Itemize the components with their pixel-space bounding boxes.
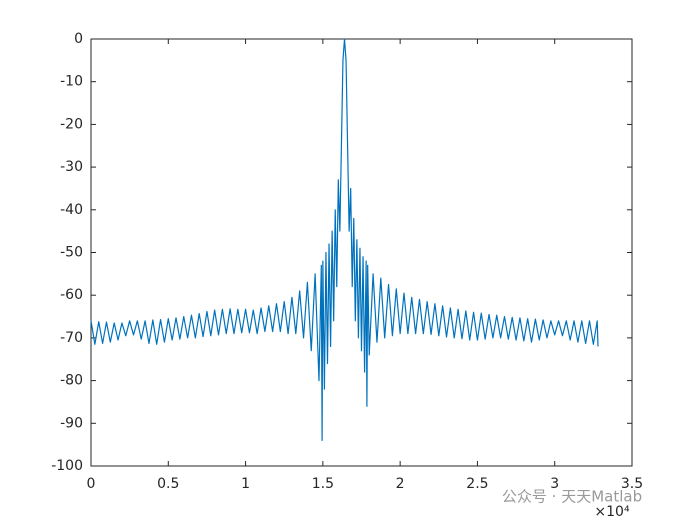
line [90, 38, 599, 441]
x-tick-label: 1 [241, 476, 250, 492]
y-tick-label: -60 [60, 287, 83, 303]
x-exponent: ×10⁴ [594, 504, 630, 520]
y-tick-label: -100 [51, 458, 83, 474]
x-tick-label: 3.5 [621, 476, 643, 492]
x-tick-label: 0 [87, 476, 96, 492]
y-tick-label: -90 [60, 415, 83, 431]
y-tick-label: -80 [60, 373, 83, 389]
y-tick-label: -40 [60, 202, 83, 218]
y-tick-label: -70 [60, 330, 83, 346]
y-tick-label: -10 [60, 74, 83, 90]
x-tick-label: 2 [396, 476, 405, 492]
x-tick-label: 2.5 [466, 476, 488, 492]
y-tick-label: -20 [60, 116, 83, 132]
watermark: 公众号 · 天天Matlab [502, 488, 642, 506]
y-tick-label: 0 [74, 31, 83, 47]
y-tick-label: -30 [60, 159, 83, 175]
y-tick-label: -50 [60, 245, 83, 261]
x-tick-label: 0.5 [157, 476, 179, 492]
x-tick-label: 3 [550, 476, 559, 492]
plot-box [90, 38, 633, 467]
x-tick-label: 1.5 [312, 476, 334, 492]
